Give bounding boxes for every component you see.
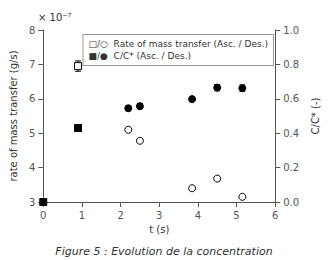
svg-text:4: 4: [195, 210, 201, 221]
svg-text:2: 2: [117, 210, 123, 221]
svg-text:0.8: 0.8: [283, 59, 299, 70]
svg-text:8: 8: [29, 25, 35, 36]
svg-text:■/● C/C* (Asc. / Des.): ■/● C/C* (Asc. / Des.): [88, 51, 191, 61]
svg-text:5: 5: [29, 128, 35, 139]
svg-text:Figure 5 : Evolution de la con: Figure 5 : Evolution de la concentration: [55, 245, 272, 258]
svg-text:0: 0: [40, 210, 46, 221]
svg-text:6: 6: [29, 93, 35, 104]
svg-text:1.0: 1.0: [283, 25, 299, 36]
svg-text:t (s): t (s): [149, 224, 169, 235]
svg-text:1: 1: [79, 210, 85, 221]
svg-text:0.0: 0.0: [283, 197, 299, 208]
svg-text:rate of mass transfer (g/s): rate of mass transfer (g/s): [8, 50, 19, 181]
svg-text:× 10⁻⁷: × 10⁻⁷: [38, 12, 72, 23]
svg-text:0.6: 0.6: [283, 93, 299, 104]
svg-text:6: 6: [272, 210, 278, 221]
svg-text:C/C* (-): C/C* (-): [310, 97, 321, 134]
svg-text:3: 3: [29, 197, 35, 208]
svg-text:□/○ Rate of mass transfer (As: □/○ Rate of mass transfer (Asc. / Des.): [88, 39, 268, 49]
svg-text:4: 4: [29, 162, 35, 173]
svg-text:5: 5: [233, 210, 239, 221]
svg-text:0.2: 0.2: [283, 162, 299, 173]
svg-text:7: 7: [29, 59, 35, 70]
svg-text:3: 3: [156, 210, 162, 221]
svg-text:0.4: 0.4: [283, 128, 299, 139]
